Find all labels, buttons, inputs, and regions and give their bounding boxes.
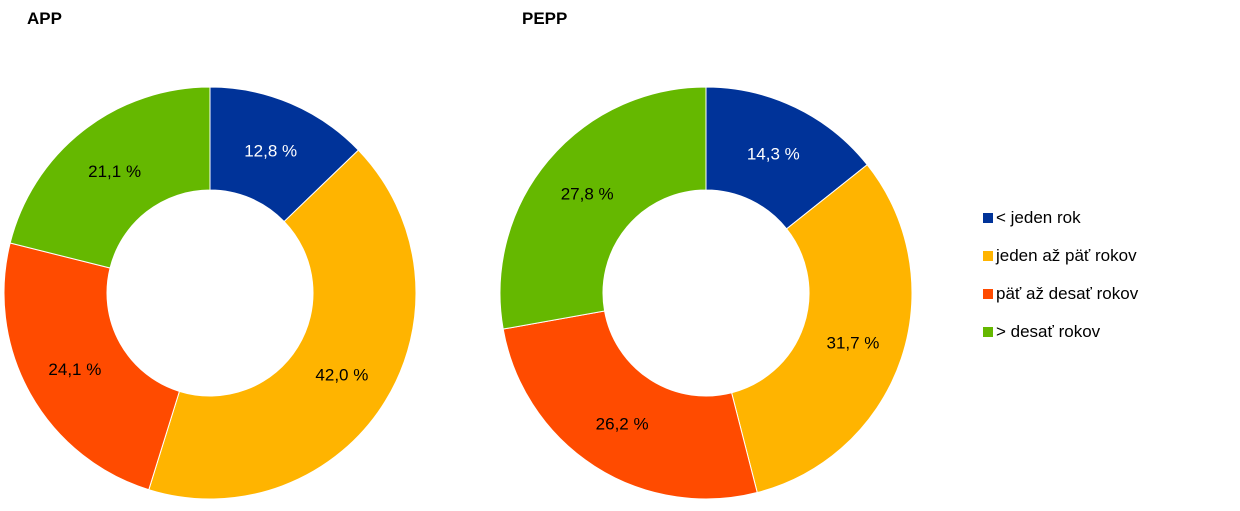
- donut-slice: [3, 242, 181, 491]
- data-label: 26,2 %: [596, 414, 649, 433]
- chart-title-app: APP: [27, 9, 62, 28]
- chart-title-pepp: PEPP: [522, 9, 568, 28]
- data-label: 12,8 %: [244, 141, 297, 160]
- legend-swatch: [983, 213, 993, 223]
- data-label: 21,1 %: [88, 162, 141, 181]
- donut-slice: [9, 86, 211, 269]
- data-label: 31,7 %: [826, 333, 879, 352]
- legend-item: > desať rokov: [983, 313, 1138, 351]
- legend-swatch: [983, 327, 993, 337]
- legend-label: jeden až päť rokov: [996, 246, 1137, 265]
- legend-label: päť až desať rokov: [996, 284, 1139, 303]
- data-label: 24,1 %: [48, 360, 101, 379]
- legend-item: päť až desať rokov: [983, 275, 1138, 313]
- legend-label: > desať rokov: [996, 322, 1101, 341]
- data-label: 42,0 %: [315, 365, 368, 384]
- data-label: 14,3 %: [747, 144, 800, 163]
- donut-slice: [705, 86, 868, 230]
- legend-swatch: [983, 289, 993, 299]
- legend-swatch: [983, 251, 993, 261]
- donut-slice: [148, 149, 417, 500]
- legend-label: < jeden rok: [996, 208, 1081, 227]
- legend-item: < jeden rok: [983, 199, 1138, 237]
- donut-slice: [499, 86, 707, 330]
- data-label: 27,8 %: [561, 184, 614, 203]
- donut-slice: [731, 164, 913, 494]
- donut-slice: [502, 310, 758, 500]
- legend: < jeden rok jeden až päť rokov päť až de…: [983, 199, 1138, 351]
- legend-item: jeden až päť rokov: [983, 237, 1138, 275]
